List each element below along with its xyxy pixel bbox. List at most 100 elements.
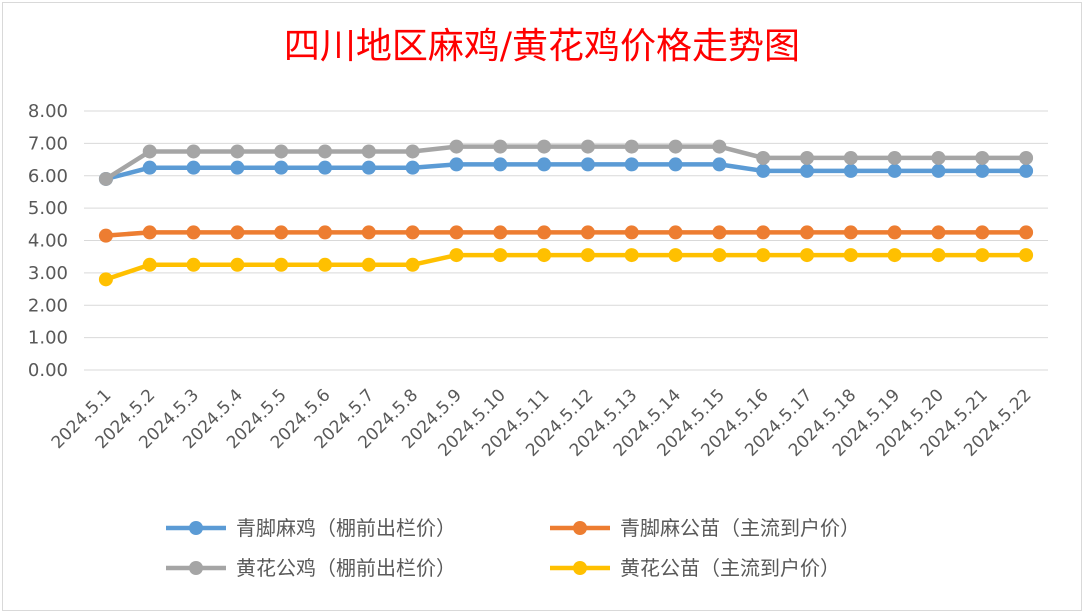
y-tick-label: 8.00 [28,101,68,122]
data-point [931,150,946,165]
data-point [887,225,902,240]
data-point [493,225,508,240]
data-point [756,225,771,240]
legend-label: 青脚麻公苗（主流到户价） [620,516,860,540]
data-point [800,163,814,178]
series-line [103,230,1029,238]
series-3 [98,139,1034,186]
data-point [142,144,157,159]
data-point [580,139,595,154]
data-point [580,248,595,263]
data-point [318,225,332,240]
y-tick-label: 0.00 [28,360,68,381]
legend-item: 黄花公鸡（棚前出栏价） [166,556,456,580]
data-point [98,228,113,243]
series-line [103,144,1029,182]
data-point [449,157,464,172]
legend-item: 青脚麻公苗（主流到户价） [550,516,860,540]
data-point [1019,248,1034,263]
data-point [1019,150,1034,165]
y-tick-label: 1.00 [28,328,68,349]
data-point [800,248,814,263]
data-point [800,150,814,165]
data-point [975,248,990,263]
data-point [931,248,946,263]
data-point [931,225,946,240]
data-point [142,257,157,272]
data-point [449,139,464,154]
data-point [493,248,508,263]
data-point [318,144,332,159]
series-4 [98,248,1034,287]
data-point [712,139,727,154]
data-point [274,160,289,175]
y-axis: 0.00 1.00 2.00 3.00 4.00 5.00 6.00 7.00 8.00 [28,101,68,381]
y-tick-label: 7.00 [28,133,68,154]
y-tick-label: 2.00 [28,295,68,316]
chart-title: 四川地区麻鸡/黄花鸡价格走势图 [284,26,800,67]
data-point [843,163,858,178]
data-point [98,171,113,186]
data-point [274,225,289,240]
data-point [537,248,552,263]
data-point [361,257,376,272]
data-point [756,248,771,263]
data-point [580,157,595,172]
data-point [756,150,771,165]
data-point [274,144,289,159]
data-point [975,225,990,240]
data-point [624,225,639,240]
data-point [186,160,201,175]
data-point [405,144,420,159]
series-lines [98,139,1034,287]
legend: 青脚麻鸡（棚前出栏价） 青脚麻公苗（主流到户价） 黄花公鸡（棚前出栏价） 黄花公苗（主… [166,516,860,580]
data-point [405,225,420,240]
series-line [103,252,1029,282]
data-point [624,248,639,263]
legend-swatch-marker [189,561,203,575]
y-tick-label: 4.00 [28,231,68,252]
data-point [756,163,771,178]
data-point [668,139,683,154]
data-point [142,160,157,175]
data-point [318,160,332,175]
data-point [361,160,376,175]
data-point [449,225,464,240]
data-point [142,225,157,240]
data-point [493,157,508,172]
legend-label: 黄花公鸡（棚前出栏价） [236,556,456,580]
data-point [712,225,727,240]
data-point [493,139,508,154]
data-point [361,225,376,240]
data-point [800,225,814,240]
legend-swatch-marker [189,521,203,535]
data-point [186,257,201,272]
data-point [668,248,683,263]
data-point [230,160,245,175]
data-point [1019,225,1034,240]
data-point [98,272,113,287]
data-point [230,225,245,240]
data-point [668,225,683,240]
x-axis: 2024.5.12024.5.22024.5.32024.5.42024.5.5… [48,385,1036,460]
gridlines [84,110,1048,371]
legend-item: 青脚麻鸡（棚前出栏价） [166,516,456,540]
data-point [361,144,376,159]
data-point [624,139,639,154]
data-point [975,150,990,165]
data-point [712,157,727,172]
data-point [1019,163,1034,178]
series-1 [98,157,1034,186]
data-point [712,248,727,263]
series-line [103,162,1029,182]
data-point [318,257,332,272]
data-point [975,163,990,178]
data-point [580,225,595,240]
legend-swatch-marker [573,521,587,535]
data-point [668,157,683,172]
data-point [843,248,858,263]
data-point [230,144,245,159]
data-point [624,157,639,172]
